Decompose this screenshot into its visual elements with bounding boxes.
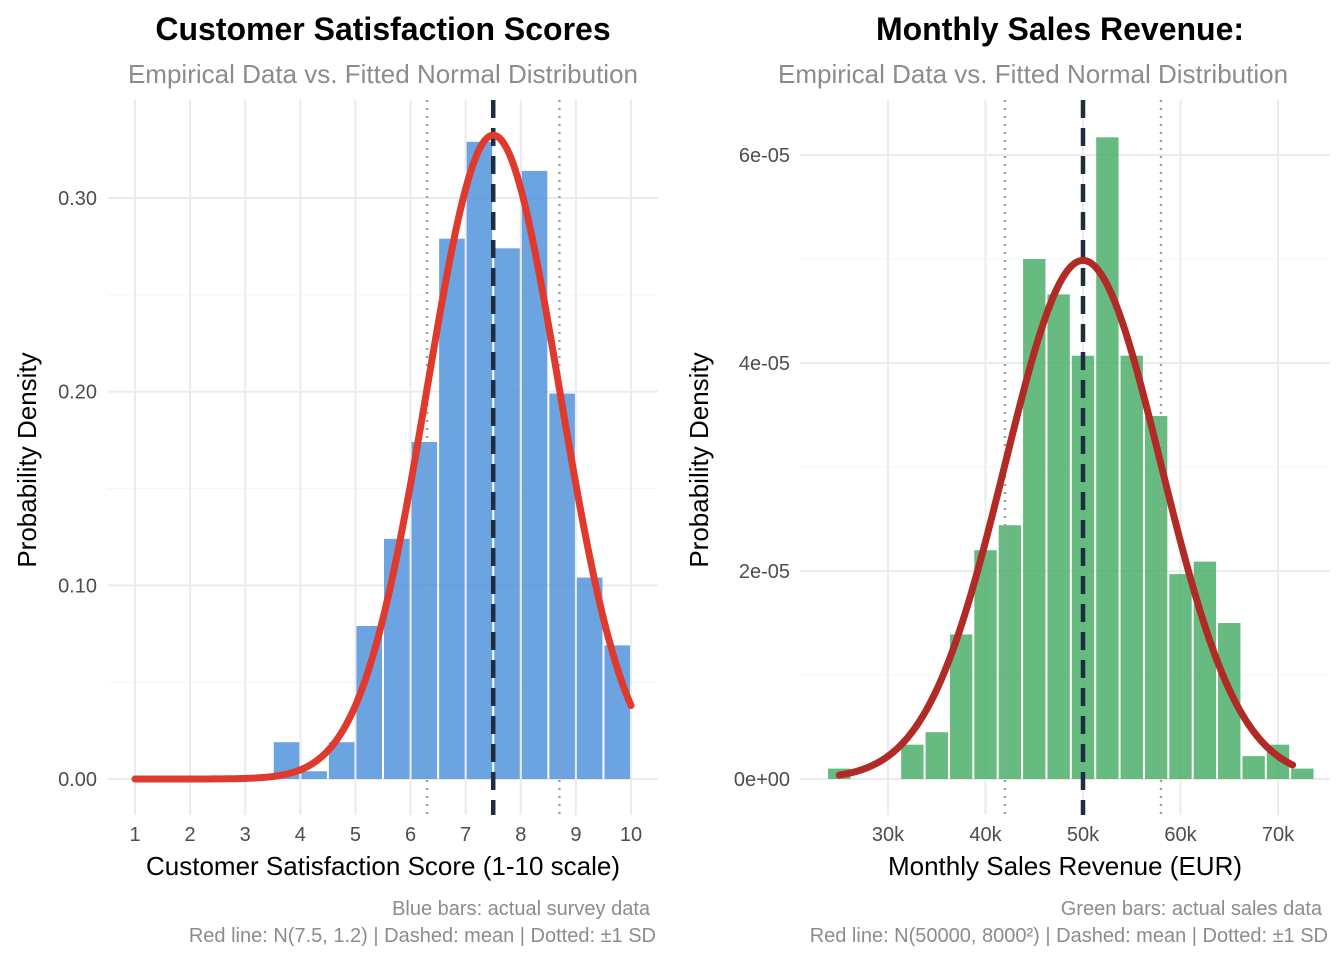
histogram-bar xyxy=(411,442,438,779)
x-tick-label: 5 xyxy=(350,824,361,846)
y-tick-label: 0.20 xyxy=(58,382,97,404)
chart-title: Monthly Sales Revenue: xyxy=(876,11,1244,47)
y-axis-label: Probability Density xyxy=(684,352,714,567)
y-tick-label: 0.30 xyxy=(58,188,97,210)
x-tick-label: 1 xyxy=(129,824,140,846)
histogram-bar xyxy=(901,744,924,779)
x-tick-label: 2 xyxy=(185,824,196,846)
x-axis-label: Customer Satisfaction Score (1-10 scale) xyxy=(146,851,620,881)
histogram-bar xyxy=(1047,294,1070,779)
chart-subtitle: Empirical Data vs. Fitted Normal Distrib… xyxy=(778,59,1288,89)
x-tick-label: 10 xyxy=(620,824,642,846)
y-tick-label: 6e-05 xyxy=(739,145,790,167)
y-tick-label: 0.00 xyxy=(58,769,97,791)
histogram-bar xyxy=(1169,574,1192,779)
chart-panel-sales: Monthly Sales Revenue: Empirical Data vs… xyxy=(684,11,1330,947)
histogram-bar xyxy=(1291,768,1314,779)
reference-lines xyxy=(425,100,561,815)
y-tick-label: 0e+00 xyxy=(734,769,790,791)
normal-curve xyxy=(835,256,1297,779)
histogram-bar xyxy=(974,550,997,779)
caption-line-1: Blue bars: actual survey data xyxy=(392,898,651,920)
histogram-bar xyxy=(301,771,327,779)
y-tick-label: 0.10 xyxy=(58,575,97,597)
histogram-bar xyxy=(466,141,493,779)
histogram-bars xyxy=(828,137,1314,779)
normal-fit-curve xyxy=(835,256,1297,779)
histogram-bar xyxy=(439,238,465,780)
x-tick-label: 60k xyxy=(1164,824,1197,846)
chart-panel-satisfaction: Customer Satisfaction Scores Empirical D… xyxy=(12,11,658,947)
histogram-bar xyxy=(1144,416,1168,779)
caption-line-2: Red line: N(50000, 8000²) | Dashed: mean… xyxy=(810,925,1328,947)
chart-title: Customer Satisfaction Scores xyxy=(155,11,610,47)
x-tick-label: 50k xyxy=(1067,824,1100,846)
x-tick-label: 4 xyxy=(295,824,306,846)
histogram-bar xyxy=(1120,355,1143,779)
y-axis-label: Probability Density xyxy=(12,352,42,567)
histogram-bar xyxy=(1023,259,1046,779)
x-tick-label: 3 xyxy=(240,824,251,846)
y-tick-label: 2e-05 xyxy=(739,561,790,583)
histogram-bar xyxy=(384,538,410,779)
x-tick-label: 40k xyxy=(969,824,1002,846)
normal-fit-curve xyxy=(131,131,635,783)
histogram-bar xyxy=(1242,756,1265,779)
tick-labels: 0e+00 2e-05 4e-05 6e-05 30k 40k 50k 60k 70k xyxy=(734,145,1295,846)
histogram-bar xyxy=(998,525,1022,779)
tick-labels: 0.00 0.10 0.20 0.30 1 2 3 4 5 6 7 8 9 10 xyxy=(58,188,642,846)
x-tick-label: 8 xyxy=(515,824,526,846)
caption-line-1: Green bars: actual sales data xyxy=(1061,898,1323,920)
grid xyxy=(108,100,658,815)
histogram-bar xyxy=(1071,355,1095,779)
histogram-bars xyxy=(273,141,630,780)
histogram-bar xyxy=(494,248,520,779)
x-axis-label: Monthly Sales Revenue (EUR) xyxy=(888,851,1242,881)
reference-lines xyxy=(1003,100,1163,815)
histogram-bar xyxy=(949,634,973,779)
histogram-bar xyxy=(1096,137,1119,779)
x-tick-label: 30k xyxy=(872,824,905,846)
x-tick-label: 7 xyxy=(460,824,471,846)
histogram-bar xyxy=(521,170,548,780)
chart-subtitle: Empirical Data vs. Fitted Normal Distrib… xyxy=(128,59,638,89)
x-tick-label: 70k xyxy=(1262,824,1295,846)
y-tick-label: 4e-05 xyxy=(739,353,790,375)
caption-line-2: Red line: N(7.5, 1.2) | Dashed: mean | D… xyxy=(189,925,656,947)
x-tick-label: 6 xyxy=(405,824,416,846)
histogram-bar xyxy=(1218,623,1241,779)
x-tick-label: 9 xyxy=(570,824,581,846)
histogram-bar xyxy=(925,732,948,779)
normal-curve xyxy=(131,131,635,783)
